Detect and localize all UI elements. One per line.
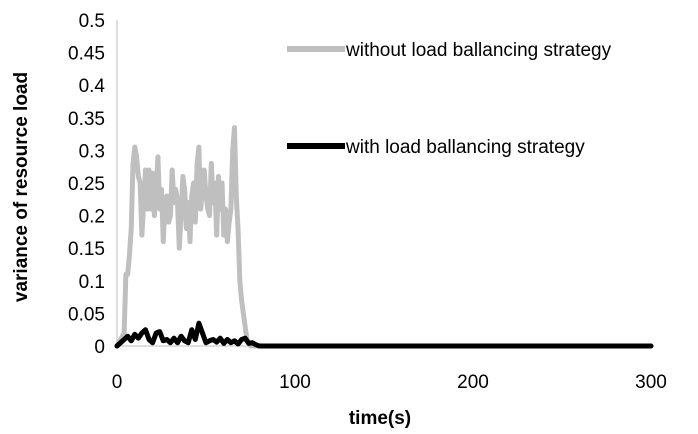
- series-line-with-load-balancing: [114, 320, 654, 349]
- legend-item-without: without load ballancing strategy: [287, 40, 612, 61]
- y-tick-label: 0.5: [79, 11, 105, 32]
- y-tick-label: 0.4: [79, 76, 106, 97]
- x-axis-title: time(s): [349, 408, 411, 429]
- legend-label-with: with load ballancing strategy: [345, 137, 585, 158]
- y-tick-label: 0.05: [68, 304, 105, 325]
- y-tick-label: 0: [94, 337, 105, 358]
- legend-item-with: with load ballancing strategy: [287, 137, 585, 158]
- y-tick-label: 0.45: [68, 44, 105, 65]
- y-tick-label: 0.3: [79, 141, 105, 162]
- legend: without load ballancing strategy with lo…: [287, 40, 612, 158]
- y-tick-label: 0.15: [68, 239, 105, 260]
- y-tick-label: 0.2: [79, 207, 105, 228]
- series-lines: [114, 125, 654, 349]
- y-tick-label: 0.1: [79, 272, 105, 293]
- y-tick-label: 0.25: [68, 174, 105, 195]
- y-axis-title: variance of resource load: [11, 72, 32, 302]
- series-line-without-load-balancing: [114, 125, 654, 349]
- x-tick-label: 200: [457, 372, 489, 393]
- x-tick-label: 0: [112, 372, 123, 393]
- legend-label-without: without load ballancing strategy: [345, 40, 612, 61]
- y-tick-label: 0.35: [68, 109, 105, 130]
- x-tick-label: 300: [635, 372, 667, 393]
- x-tick-label: 100: [279, 372, 311, 393]
- x-tick-labels: 0 100 200 300: [112, 372, 667, 393]
- y-tick-labels: 0 0.05 0.1 0.15 0.2 0.25 0.3 0.35 0.4 0.45 0.5: [68, 11, 105, 358]
